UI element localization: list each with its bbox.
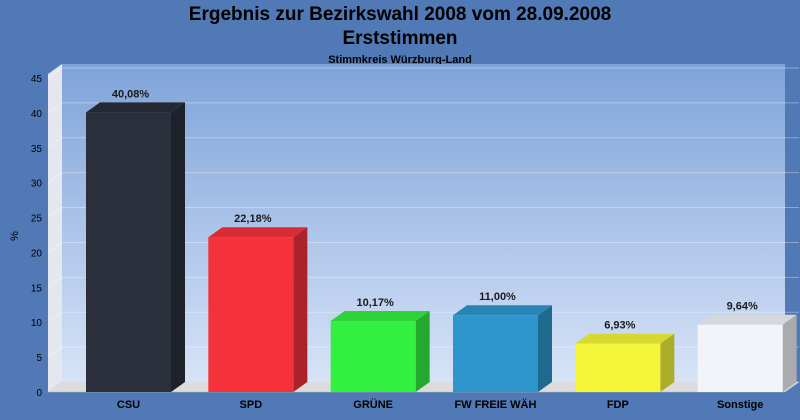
y-tick-label: 40 — [31, 109, 43, 120]
data-labels: 40,08% 22,18% 10,17% 11,00% 6,93% 9,64% — [112, 88, 758, 331]
bar-fw-freie-w-h — [453, 305, 552, 392]
bar-spd — [208, 227, 308, 392]
gridline-side — [47, 381, 63, 393]
y-tick-label: 35 — [31, 144, 43, 155]
bar-top — [453, 305, 552, 316]
gridline-side — [47, 102, 63, 114]
x-tick-label: FW FREIE WÄH — [455, 398, 537, 411]
gridline-side — [47, 172, 63, 184]
plot-left-wall — [48, 64, 62, 392]
y-axis-label: % — [9, 231, 21, 241]
chart-title-line2: Erststimmen — [342, 28, 458, 49]
gridline-side — [47, 311, 63, 323]
x-tick-label: CSU — [117, 399, 140, 411]
y-tick-label: 25 — [31, 214, 43, 225]
bar-gr-ne — [330, 311, 430, 392]
bar-top — [697, 314, 797, 325]
y-tick-labels: 0 5 10 15 20 25 30 35 40 45 — [31, 74, 43, 399]
gridline-side — [47, 137, 63, 149]
data-label: 6,93% — [604, 320, 635, 332]
bar-side — [660, 333, 675, 392]
bar-front — [330, 321, 416, 392]
bar-side — [538, 305, 552, 392]
bar-front — [453, 315, 538, 392]
x-tick-label: SPD — [240, 399, 263, 411]
data-label: 10,17% — [357, 297, 395, 309]
x-tick-label: FDP — [607, 399, 629, 411]
bar-side — [293, 227, 308, 392]
data-label: 9,64% — [727, 301, 758, 313]
bar-front — [86, 112, 171, 393]
y-tick-label: 5 — [36, 353, 42, 364]
gridline-side — [47, 67, 63, 79]
data-label: 22,18% — [234, 213, 272, 225]
bar-front — [575, 343, 661, 392]
y-tick-label: 45 — [31, 74, 43, 85]
bars — [86, 102, 797, 393]
bar-side — [782, 314, 797, 392]
bar-top — [575, 333, 675, 344]
bar-side — [415, 311, 430, 392]
data-label: 11,00% — [479, 291, 516, 303]
gridline-side — [47, 346, 63, 358]
bar-side — [171, 102, 185, 393]
x-tick-label: GRÜNE — [353, 398, 393, 411]
y-tick-label: 10 — [31, 318, 43, 329]
y-tick-label: 30 — [31, 179, 43, 190]
bar-top — [330, 311, 430, 322]
chart-title: Ergebnis zur Bezirkswahl 2008 vom 28.09.… — [188, 4, 612, 25]
bar-top — [86, 102, 185, 113]
gridline-side — [47, 276, 63, 288]
bar-front — [208, 237, 294, 392]
x-tick-labels: CSU SPD GRÜNE FW FREIE WÄH FDP Sonstige — [117, 398, 764, 411]
bar-top — [208, 227, 308, 238]
gridline-side — [47, 207, 63, 218]
bar-front — [697, 324, 783, 392]
y-tick-label: 20 — [31, 248, 43, 259]
x-tick-label: Sonstige — [717, 399, 763, 411]
y-tick-label: 0 — [36, 388, 42, 399]
y-tick-label: 15 — [31, 283, 43, 294]
chart-subtitle: Stimmkreis Würzburg-Land — [328, 54, 472, 66]
bar-csu — [86, 102, 185, 393]
gridline-side — [47, 242, 63, 253]
data-label: 40,08% — [112, 88, 150, 100]
bar-sonstige — [697, 314, 797, 392]
bar-fdp — [575, 333, 675, 392]
